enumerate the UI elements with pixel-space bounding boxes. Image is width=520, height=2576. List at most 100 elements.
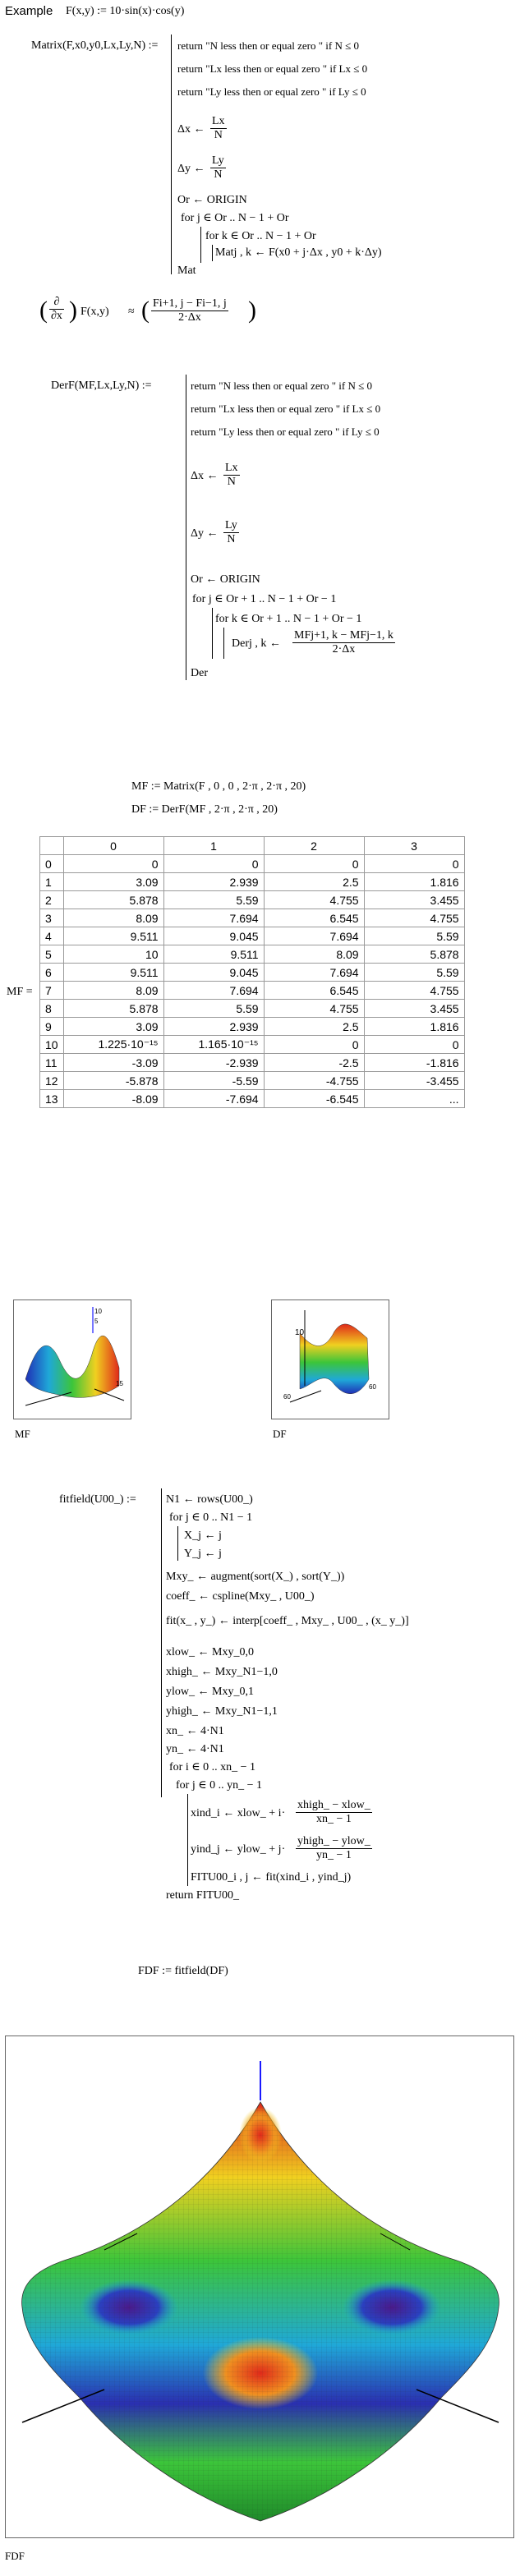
table-cell[interactable]: 5.59 <box>163 999 265 1018</box>
example-def[interactable]: F(x,y) := 10·sin(x)·cos(y) <box>66 5 185 17</box>
table-cell[interactable]: 5.878 <box>62 999 164 1018</box>
fdf-surface-plot[interactable] <box>5 2036 514 2538</box>
table-cell[interactable]: 1.165·10⁻¹⁵ <box>163 1035 265 1054</box>
table-cell[interactable]: 6.545 <box>263 908 365 927</box>
table-cell[interactable]: 7.694 <box>163 981 265 1000</box>
df-def[interactable]: DF := DerF(MF , 2·π , 2·π , 20) <box>131 803 278 816</box>
table-cell[interactable]: -4.755 <box>263 1071 365 1090</box>
derf-dx-frac: Lx N <box>223 462 240 489</box>
table-cell[interactable]: -3.09 <box>62 1053 164 1072</box>
deriv-rhs-num: Fi+1, j − Fi−1, j <box>153 297 227 310</box>
derf-fn-head[interactable]: DerF(MF,Lx,Ly,N) := <box>51 380 152 392</box>
deriv-lhs-frac: ∂ ∂x <box>49 296 64 323</box>
table-row: 2 5.878 5.59 4.755 3.455 <box>39 890 465 909</box>
table-cell[interactable]: 9.511 <box>62 927 164 945</box>
table-cell[interactable]: 3.09 <box>62 872 164 891</box>
derf-forj: for j ∈ Or + 1 .. N − 1 + Or − 1 <box>192 593 337 605</box>
table-cell[interactable]: -5.59 <box>163 1071 265 1090</box>
table-cell[interactable]: -2.939 <box>163 1053 265 1072</box>
table-cell[interactable]: -1.816 <box>363 1053 465 1072</box>
table-cell[interactable]: 7.694 <box>263 963 365 982</box>
table-cell[interactable]: -8.09 <box>62 1089 164 1108</box>
df-tick-60a: 60 <box>283 1393 291 1401</box>
fdf-def[interactable]: FDF := fitfield(DF) <box>138 1965 228 1977</box>
table-row-index: 5 <box>39 945 64 964</box>
mf-def[interactable]: MF := Matrix(F , 0 , 0 , 2·π , 2·π , 20) <box>131 780 306 793</box>
df-surface-plot[interactable]: 10 60 60 <box>271 1300 389 1419</box>
mf-y-axis <box>94 1388 125 1401</box>
df-plot-caption: DF <box>273 1428 287 1440</box>
table-cell[interactable]: 5.878 <box>62 890 164 909</box>
table-cell[interactable]: 8.09 <box>263 945 365 964</box>
table-cell[interactable]: 0 <box>163 854 265 873</box>
derf-assign-den: 2·Δx <box>332 643 356 656</box>
fitfield-l12: xn_ ← 4·N1 <box>166 1725 224 1737</box>
table-row-index: 6 <box>39 963 64 982</box>
table-cell[interactable]: 0 <box>363 1035 465 1054</box>
table-cell[interactable]: 0 <box>263 854 365 873</box>
table-cell[interactable]: 4.755 <box>263 999 365 1018</box>
table-cell[interactable]: 5.59 <box>163 890 265 909</box>
derf-fork: for k ∈ Or + 1 .. N − 1 + Or − 1 <box>215 613 362 625</box>
table-cell[interactable]: 8.09 <box>62 981 164 1000</box>
table-cell[interactable]: 9.045 <box>163 963 265 982</box>
table-cell[interactable]: 5.59 <box>363 927 465 945</box>
table-cell[interactable]: 8.09 <box>62 908 164 927</box>
table-cell[interactable]: 1.225·10⁻¹⁵ <box>62 1035 164 1054</box>
table-cell[interactable]: 3.09 <box>62 1017 164 1036</box>
mf-surface-plot[interactable]: 10 5 15 <box>13 1300 131 1419</box>
table-cell[interactable]: 7.694 <box>263 927 365 945</box>
table-cell[interactable]: -2.5 <box>263 1053 365 1072</box>
table-cell[interactable]: 7.694 <box>163 908 265 927</box>
table-cell[interactable]: 9.511 <box>163 945 265 964</box>
mf-matrix-table[interactable]: 0 1 2 3 0 0 0 0 0 1 3.09 2.939 2.5 1.816 2 5.878 5.59 4.7… <box>39 836 465 1108</box>
table-cell[interactable]: 0 <box>363 854 465 873</box>
derf-dy: Δy ← <box>191 527 219 540</box>
deriv-rhs-lparen: ( <box>141 297 150 324</box>
table-cell[interactable]: 9.045 <box>163 927 265 945</box>
table-cell[interactable]: 4.755 <box>263 890 365 909</box>
table-row-index: 10 <box>39 1035 64 1054</box>
table-cell[interactable]: 5.59 <box>363 963 465 982</box>
fdf-x-axis-back <box>104 2233 138 2251</box>
table-cell[interactable]: 5.878 <box>363 945 465 964</box>
table-cell[interactable]: 9.511 <box>62 963 164 982</box>
table-cell[interactable]: -5.878 <box>62 1071 164 1090</box>
table-row: 3 8.09 7.694 6.545 4.755 <box>39 908 465 927</box>
fitfield-l9: xhigh_ ← Mxy_N1−1,0 <box>166 1666 278 1678</box>
table-cell[interactable]: 0 <box>263 1035 365 1054</box>
table-cell[interactable]: 4.755 <box>363 981 465 1000</box>
table-cell[interactable]: 10 <box>62 945 164 964</box>
table-cell[interactable]: 2.5 <box>263 872 365 891</box>
table-cell[interactable]: 0 <box>62 854 164 873</box>
df-tick-60b: 60 <box>369 1383 376 1391</box>
table-cell[interactable]: 3.455 <box>363 999 465 1018</box>
table-cell[interactable]: 4.755 <box>363 908 465 927</box>
table-row-index: 1 <box>39 872 64 891</box>
table-cell[interactable]: 2.5 <box>263 1017 365 1036</box>
table-cell[interactable]: 1.816 <box>363 1017 465 1036</box>
matrix-fn-head[interactable]: Matrix(F,x0,y0,Lx,Ly,N) := <box>31 39 159 52</box>
table-cell[interactable]: ... <box>363 1089 465 1108</box>
table-cell[interactable]: 6.545 <box>263 981 365 1000</box>
table-col-header: 2 <box>263 836 365 855</box>
deriv-lhs-den: ∂x <box>51 310 62 322</box>
fitfield-head[interactable]: fitfield(U00_) := <box>59 1493 136 1506</box>
mf-tick-15: 15 <box>116 1380 123 1387</box>
fitfield-l17-den: yn_ − 1 <box>315 1849 352 1861</box>
table-row-index: 3 <box>39 908 64 927</box>
table-cell[interactable]: -6.545 <box>263 1089 365 1108</box>
fitfield-bracket <box>161 1488 162 1797</box>
df-surface-shape <box>299 1323 370 1394</box>
table-cell[interactable]: 3.455 <box>363 890 465 909</box>
fitfield-l7: fit(x_ , y_) ← interp[coeff_ , Mxy_ , U0… <box>166 1615 409 1627</box>
table-cell[interactable]: 1.816 <box>363 872 465 891</box>
table-cell[interactable]: 2.939 <box>163 1017 265 1036</box>
table-cell[interactable]: -7.694 <box>163 1089 265 1108</box>
fitfield-l15: for j ∈ 0 .. yn_ − 1 <box>176 1779 262 1792</box>
table-cell[interactable]: 2.939 <box>163 872 265 891</box>
fitfield-l2: for j ∈ 0 .. N1 − 1 <box>169 1511 253 1524</box>
matrix-dy: Δy ← <box>177 163 205 175</box>
table-cell[interactable]: -3.455 <box>363 1071 465 1090</box>
